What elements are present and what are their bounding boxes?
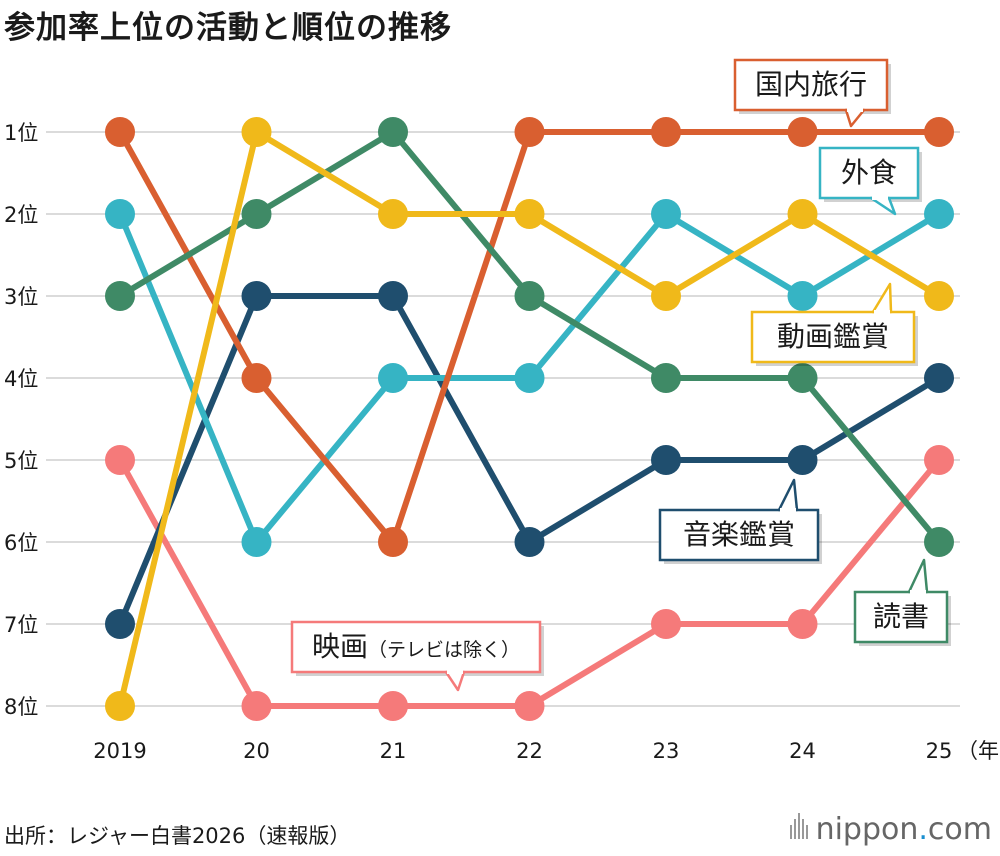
data-point xyxy=(651,117,681,147)
callout-box xyxy=(853,590,949,644)
data-point xyxy=(378,691,408,721)
data-point xyxy=(651,281,681,311)
data-point xyxy=(241,199,272,229)
callout-音楽鑑賞: 音楽鑑賞 xyxy=(658,478,822,564)
callout-pointer xyxy=(907,558,929,594)
data-point xyxy=(378,527,408,557)
data-point xyxy=(241,281,272,311)
data-point xyxy=(105,117,135,147)
data-point xyxy=(514,691,545,721)
y-axis-ticks: 1位 2位 3位 4位 5位 6位 7位 8位 xyxy=(4,121,38,719)
data-point xyxy=(241,363,272,393)
series-points xyxy=(105,117,954,721)
y-tick-label: 2位 xyxy=(4,203,38,227)
data-point xyxy=(514,363,545,393)
callout-pointer xyxy=(844,108,866,128)
data-point xyxy=(924,281,954,311)
data-point xyxy=(105,609,135,639)
callout-label: 外食 xyxy=(841,156,897,189)
x-tick-label: 25 xyxy=(926,739,953,763)
data-point xyxy=(787,281,818,311)
data-point xyxy=(651,363,681,393)
data-point xyxy=(924,445,954,475)
y-tick-label: 1位 xyxy=(4,121,38,145)
x-tick-label: 20 xyxy=(243,739,270,763)
callout-国内旅行: 国内旅行 xyxy=(733,58,891,128)
x-tick-label: 21 xyxy=(380,739,407,763)
data-point xyxy=(378,199,408,229)
callout-映画: 映画（テレビは除く） xyxy=(290,620,544,692)
brand-dot: . xyxy=(918,812,928,847)
data-point xyxy=(787,199,818,229)
data-point xyxy=(787,363,818,393)
callout-pointer xyxy=(444,670,466,692)
data-point xyxy=(378,117,408,147)
callout-label: 動画鑑賞 xyxy=(777,320,889,353)
data-point xyxy=(105,281,135,311)
callout-label: 国内旅行 xyxy=(755,68,867,101)
brand-logo: nippon.com xyxy=(789,812,992,847)
data-point xyxy=(241,117,272,147)
data-point xyxy=(105,199,135,229)
callout-外食: 外食 xyxy=(818,146,922,216)
data-point xyxy=(514,199,545,229)
y-tick-label: 7位 xyxy=(4,613,38,637)
callout-label: 音楽鑑賞 xyxy=(683,518,795,551)
data-point xyxy=(241,527,272,557)
data-point xyxy=(924,199,954,229)
data-point xyxy=(378,281,408,311)
callout-box xyxy=(750,310,916,364)
data-point xyxy=(787,117,818,147)
callout-label: 映画（テレビは除く） xyxy=(312,630,520,663)
callout-pointer xyxy=(777,478,799,512)
y-tick-label: 6位 xyxy=(4,531,38,555)
callout-box xyxy=(818,146,920,200)
data-point xyxy=(924,527,954,557)
y-tick-label: 3位 xyxy=(4,285,38,309)
data-point xyxy=(514,281,545,311)
x-tick-label: 22 xyxy=(516,739,543,763)
chart-title: 参加率上位の活動と順位の推移 xyxy=(4,10,452,46)
brand-name: nippon xyxy=(815,812,919,847)
y-tick-label: 8位 xyxy=(4,695,38,719)
data-point xyxy=(378,363,408,393)
data-point xyxy=(514,117,545,147)
source-note: 出所：レジャー白書2026（速報版） xyxy=(4,824,351,848)
x-tick-label: 2019 xyxy=(93,739,146,763)
data-point xyxy=(651,199,681,229)
x-tick-label: 24 xyxy=(789,739,816,763)
callout-box xyxy=(658,508,820,562)
y-tick-label: 4位 xyxy=(4,367,38,391)
callout-box xyxy=(733,58,889,112)
callout-box xyxy=(290,620,542,674)
data-point xyxy=(105,691,135,721)
x-axis-ticks: 2019 20 21 22 23 24 25（年） xyxy=(93,739,1000,763)
data-point xyxy=(924,363,954,393)
brand-tld: com xyxy=(927,812,992,847)
data-point xyxy=(241,691,272,721)
data-point xyxy=(105,445,135,475)
callout-label: 読書 xyxy=(873,600,929,633)
data-point xyxy=(787,609,818,639)
x-axis-unit: （年） xyxy=(957,739,1000,763)
data-point xyxy=(787,445,818,475)
data-point xyxy=(514,527,545,557)
y-tick-label: 5位 xyxy=(4,449,38,473)
brand-mark-icon xyxy=(789,812,810,847)
callout-pointer xyxy=(871,282,893,314)
callout-動画鑑賞: 動画鑑賞 xyxy=(750,282,918,366)
data-point xyxy=(651,445,681,475)
callout-読書: 読書 xyxy=(853,558,951,646)
x-tick-label: 23 xyxy=(653,739,680,763)
data-point xyxy=(924,117,954,147)
callout-note: （テレビは除く） xyxy=(368,639,520,661)
data-point xyxy=(651,609,681,639)
